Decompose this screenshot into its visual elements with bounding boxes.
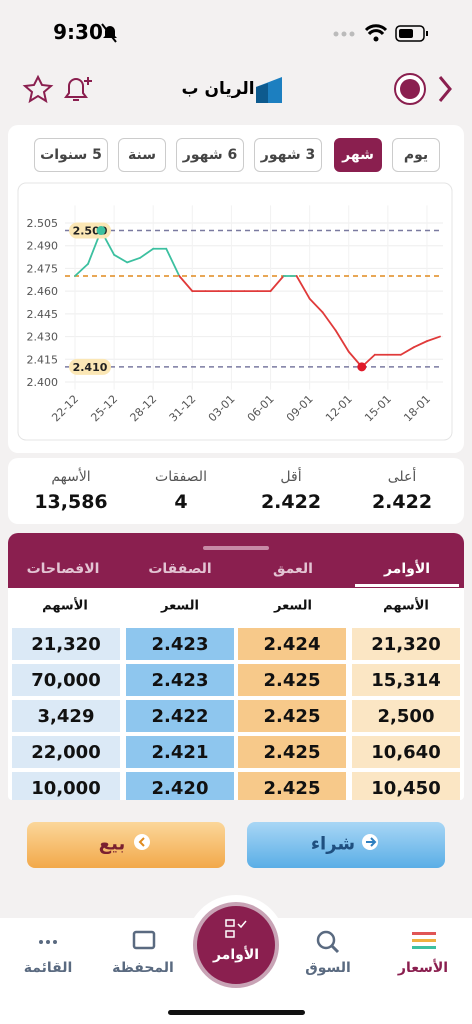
- period-button[interactable]: 6 شهور: [176, 138, 244, 172]
- tab[interactable]: العمق: [273, 561, 313, 577]
- period-button[interactable]: يوم: [392, 138, 440, 172]
- order-cell: 2.425: [238, 664, 346, 696]
- stat-value: 2.422: [371, 491, 433, 513]
- order-cell: 2.423: [126, 628, 234, 660]
- back[interactable]: [438, 76, 452, 102]
- order-cell: 15,314: [352, 664, 460, 696]
- price-segment: [295, 275, 311, 300]
- stat-label: أعلى: [387, 469, 417, 485]
- order-cell: 10,000: [12, 772, 120, 800]
- order-cell: 21,320: [12, 628, 120, 660]
- order-cell: 10,640: [352, 736, 460, 768]
- nav-icons: [39, 895, 436, 1015]
- order-cell: 2.422: [126, 700, 234, 732]
- period-button[interactable]: 5 سنوات: [34, 138, 108, 172]
- price-segment: [426, 335, 441, 343]
- stats-card: [8, 458, 464, 524]
- y-tick-label: 2.475: [27, 262, 59, 275]
- period-button[interactable]: سنة: [118, 138, 166, 172]
- order-cell: 3,429: [12, 700, 120, 732]
- y-tick-label: 2.445: [27, 308, 59, 321]
- stat-value: 4: [174, 491, 188, 513]
- stat-label: الصفقات: [155, 469, 207, 485]
- header-icons: [22, 73, 452, 105]
- buy-button[interactable]: [247, 822, 445, 868]
- order-cell: 10,450: [352, 772, 460, 800]
- price-segment: [165, 247, 181, 277]
- reference-badge: [69, 358, 111, 375]
- y-tick-label: 2.400: [27, 376, 59, 389]
- stat-value: 2.422: [260, 491, 322, 513]
- column-header: الأسهم: [42, 598, 88, 614]
- period-button[interactable]: شهر: [334, 138, 382, 172]
- stock-title: الريان ب: [181, 79, 255, 99]
- favorite[interactable]: [22, 74, 54, 104]
- nav-item[interactable]: القائمة: [23, 960, 73, 976]
- stat-value: 13,586: [34, 491, 108, 513]
- tab[interactable]: الصفقات: [148, 561, 212, 577]
- y-tick-label: 2.460: [27, 285, 59, 298]
- price-chart: 2.400 2.415 2.430 2.445 2.460 2.475 2.490 2.505…: [17, 182, 453, 441]
- price-segment: [126, 256, 142, 264]
- stat-label: أقل: [280, 469, 302, 485]
- order-cell: 70,000: [12, 664, 120, 696]
- price-segment: [178, 275, 194, 293]
- order-cell: 2.421: [126, 736, 234, 768]
- order-cell: 2.424: [238, 628, 346, 660]
- column-header: الأسهم: [383, 598, 429, 614]
- price-segment: [269, 275, 285, 293]
- column-header: السعر: [161, 598, 199, 614]
- order-cell: 2.425: [238, 736, 346, 768]
- nav-item[interactable]: الأسعار: [397, 960, 449, 976]
- period-button[interactable]: 3 شهور: [254, 138, 322, 172]
- y-tick-label: 2.490: [27, 240, 59, 253]
- price-segment: [413, 340, 428, 349]
- time: 9:30: [53, 20, 103, 44]
- button-icons: [134, 834, 378, 850]
- price-segment: [399, 346, 415, 356]
- order-cell: 2.425: [238, 700, 346, 732]
- y-tick-label: 2.505: [27, 217, 59, 230]
- price-segment: [321, 311, 337, 332]
- column-header: السعر: [274, 598, 312, 614]
- order-cell: 2.423: [126, 664, 234, 696]
- order-panel: الأوامر العمق الصفقات الافصاحات الأسهم السعر ا…: [8, 533, 464, 800]
- reference-label: 2.410: [73, 361, 108, 374]
- price-segment: [334, 329, 350, 353]
- extreme-marker: [96, 226, 106, 236]
- stat-label: الأسهم: [51, 469, 91, 485]
- y-tick-label: 2.430: [27, 331, 59, 344]
- y-tick-label: 2.415: [27, 353, 59, 366]
- order-cell: 2,500: [352, 700, 460, 732]
- status-icons: [101, 23, 428, 43]
- nav-item[interactable]: الأوامر: [212, 947, 260, 963]
- nav-item[interactable]: السوق: [305, 960, 351, 976]
- extreme-marker: [357, 362, 367, 372]
- tab[interactable]: الافصاحات: [26, 561, 100, 577]
- nav-item[interactable]: المحفظة: [112, 960, 174, 976]
- tab-indicator: [355, 584, 459, 587]
- sell-button[interactable]: [27, 822, 225, 868]
- sell-label: بيع: [98, 833, 126, 855]
- order-cell: 2.420: [126, 772, 234, 800]
- alert[interactable]: [64, 77, 88, 101]
- price-segment: [74, 262, 89, 277]
- price-segment: [308, 297, 324, 314]
- price-segment: [113, 253, 129, 264]
- price-segment: [139, 247, 155, 259]
- order-cell: 21,320: [352, 628, 460, 660]
- order-cell: 2.425: [238, 772, 346, 800]
- tab[interactable]: الأوامر: [383, 561, 431, 577]
- order-cell: 22,000: [12, 736, 120, 768]
- buy-label: شراء: [310, 833, 356, 855]
